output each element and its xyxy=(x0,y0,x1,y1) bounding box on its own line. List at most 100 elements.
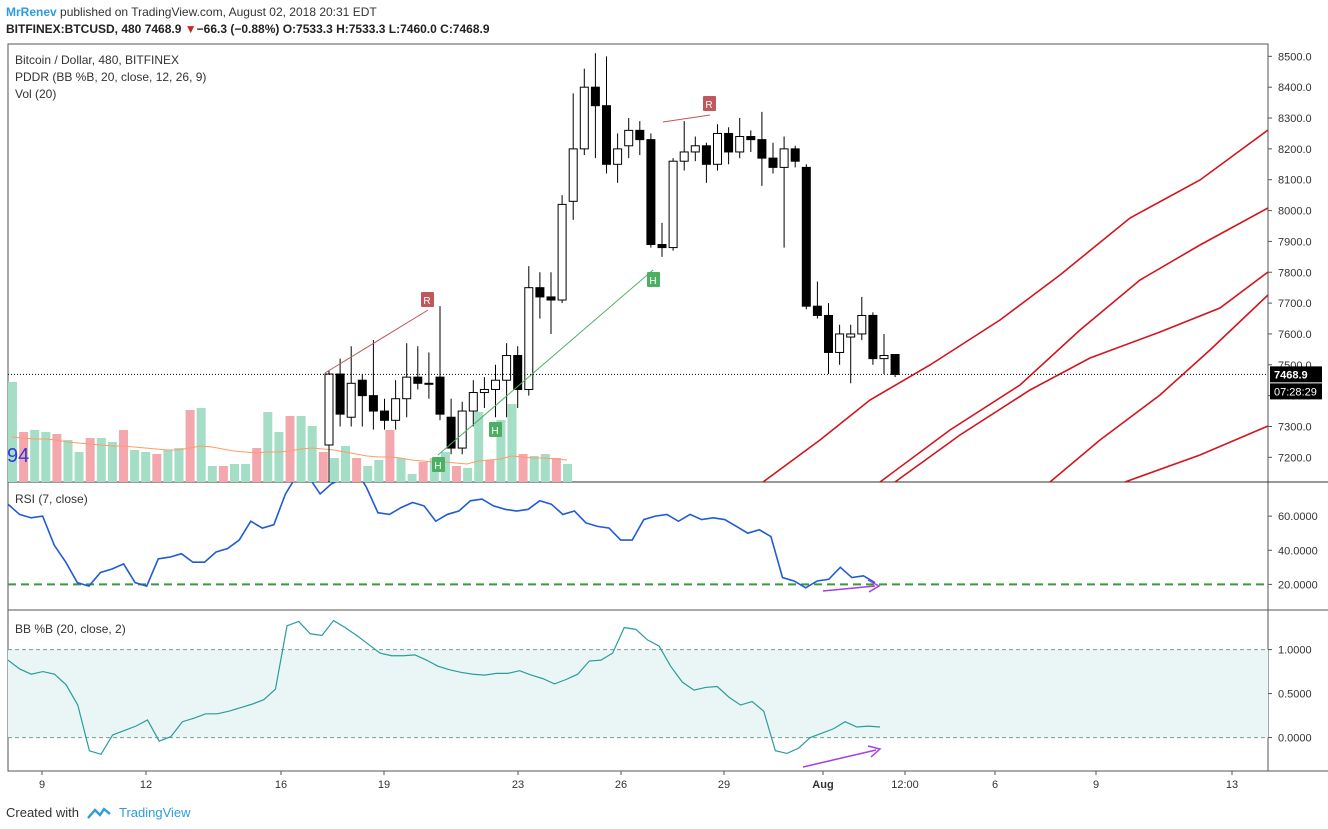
volume-bar xyxy=(207,466,217,482)
ohlc-values: O:7533.3 H:7533.3 L:7460.0 C:7468.9 xyxy=(282,22,490,36)
candle xyxy=(724,127,734,165)
candle xyxy=(402,343,412,418)
volume-bar xyxy=(352,458,362,482)
volume-bar xyxy=(374,460,384,482)
price-tick-label: 7300.0 xyxy=(1278,421,1312,433)
price-tick-label: 7200.0 xyxy=(1278,452,1312,464)
last-price: 7468.9 xyxy=(144,22,182,36)
candle xyxy=(535,272,545,319)
trading-chart[interactable]: 8500.0 8400.0 8300.0 8200.0 8100.0 8000.0 7900… xyxy=(0,40,1328,798)
price-tick-label: 8000.0 xyxy=(1278,206,1312,218)
volume-bar xyxy=(396,458,406,482)
candle xyxy=(502,343,512,418)
price-tick-label: 7800.0 xyxy=(1278,267,1312,279)
countdown-label: 07:28:29 xyxy=(1274,386,1317,398)
time-tick-label: 12:00 xyxy=(891,779,919,791)
volume-bar xyxy=(141,452,151,482)
volume-bar xyxy=(119,430,128,482)
time-tick-label: 12 xyxy=(140,779,152,791)
volume-bar xyxy=(385,430,395,482)
candle xyxy=(546,272,556,334)
price-tick-label: 8300.0 xyxy=(1278,113,1312,125)
candle xyxy=(468,380,478,427)
candle xyxy=(368,340,378,430)
r-marker-icon xyxy=(421,292,434,307)
candle xyxy=(690,136,700,162)
volume-bar xyxy=(63,440,73,482)
volume-bar xyxy=(74,452,84,482)
volume-bar xyxy=(474,412,484,482)
candle xyxy=(613,133,623,183)
candle xyxy=(602,56,611,174)
h-marker-icon xyxy=(432,457,445,472)
h-marker-icon xyxy=(489,422,502,437)
candle xyxy=(413,346,423,390)
channel-line xyxy=(879,207,1268,482)
footer: Created with TradingView xyxy=(6,805,191,820)
candle xyxy=(812,281,822,319)
volume-bar xyxy=(363,466,373,482)
candle xyxy=(335,358,345,427)
volume-bar xyxy=(463,468,473,482)
volume-bar xyxy=(41,432,51,482)
indicator-value: 94 xyxy=(7,445,29,467)
legend-line1: Bitcoin / Dollar, 480, BITFINEX xyxy=(15,53,179,67)
candle xyxy=(357,374,367,427)
price-tick-label: 8400.0 xyxy=(1278,82,1312,94)
volume-bar xyxy=(407,474,417,482)
volume-ma-line xyxy=(11,436,568,465)
svg-text:H: H xyxy=(434,461,441,472)
candle xyxy=(446,398,456,455)
svg-text:R: R xyxy=(423,296,430,307)
legend-line3: Vol (20) xyxy=(15,87,56,101)
candle xyxy=(657,222,667,257)
legend-line2: PDDR (BB %B, 20, close, 12, 26, 9) xyxy=(15,70,206,84)
volume-bar xyxy=(163,450,173,482)
time-tick-label: 16 xyxy=(275,779,287,791)
candle xyxy=(713,124,722,171)
bb-band-fill xyxy=(8,649,1268,738)
candle xyxy=(757,111,767,186)
published-text: published on TradingView.com, August 02,… xyxy=(60,5,377,19)
volume-bar xyxy=(19,432,29,482)
rsi-title: RSI (7, close) xyxy=(15,492,88,506)
volume-bar xyxy=(341,446,350,482)
rsi-divergence-arrow-icon xyxy=(822,585,876,592)
rsi-line xyxy=(8,482,876,589)
volume-bar xyxy=(551,458,561,482)
channel-lines xyxy=(762,129,1268,482)
bb-percent-line xyxy=(7,619,881,755)
bb-tick-label: 1.0000 xyxy=(1278,645,1312,657)
candle xyxy=(746,130,756,152)
time-tick-label: 23 xyxy=(512,779,524,791)
volume-bar xyxy=(196,408,206,482)
channel-line xyxy=(1049,294,1268,482)
time-tick-label: Aug xyxy=(812,779,833,791)
price-tick-label: 8500.0 xyxy=(1278,51,1312,63)
svg-text:R: R xyxy=(705,100,712,111)
volume-bar xyxy=(230,464,239,482)
tradingview-brand[interactable]: TradingView xyxy=(118,805,191,820)
price-tick-label: 8100.0 xyxy=(1278,175,1312,187)
candle xyxy=(824,303,833,375)
volume-bar xyxy=(529,456,539,482)
pattern-markers: R R H H H xyxy=(324,96,716,472)
time-tick-label: 29 xyxy=(718,779,730,791)
volume-bar xyxy=(329,458,339,482)
candle xyxy=(380,398,389,430)
volume-bar xyxy=(440,452,450,482)
volume-bar xyxy=(563,464,572,482)
channel-line xyxy=(1124,425,1268,482)
symbol-info: BITFINEX:BTCUSD, 480 7468.9 ▼−66.3 (−0.8… xyxy=(6,22,490,36)
volume-bar xyxy=(418,462,428,482)
candle xyxy=(557,195,567,304)
bb-tick-label: 0.5000 xyxy=(1278,689,1312,701)
volume-bar xyxy=(130,450,140,482)
candle xyxy=(346,346,356,427)
candle xyxy=(879,333,889,375)
author-name[interactable]: MrRenev xyxy=(6,5,57,19)
volume-bar xyxy=(485,460,495,482)
volume-bar xyxy=(52,434,62,482)
down-arrow-icon: ▼ xyxy=(184,22,197,36)
publish-info: MrRenev published on TradingView.com, Au… xyxy=(6,5,377,19)
